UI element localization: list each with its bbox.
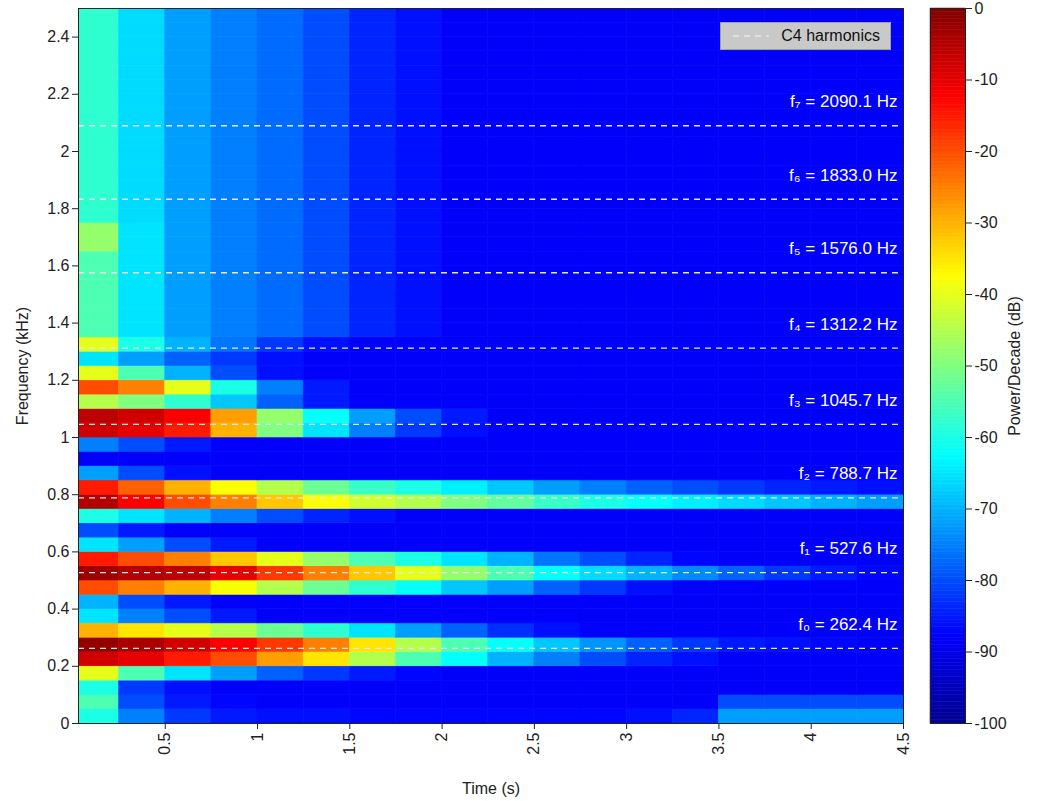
svg-text:f₂ = 788.7 Hz: f₂ = 788.7 Hz [799,464,898,483]
svg-text:4: 4 [802,732,819,741]
svg-text:3: 3 [618,732,635,741]
svg-text:Power/Decade (dB): Power/Decade (dB) [1006,296,1023,436]
html-text:C4 harmonics: C4 harmonics [781,27,880,44]
svg-text:0.8: 0.8 [47,486,69,503]
svg-text:1: 1 [61,429,70,446]
svg-text:-40: -40 [975,286,998,303]
svg-text:0.6: 0.6 [47,543,69,560]
svg-text:3.5: 3.5 [710,732,727,754]
svg-text:1.8: 1.8 [47,200,69,217]
svg-text:-70: -70 [975,500,998,517]
svg-text:-80: -80 [975,572,998,589]
svg-text:1.5: 1.5 [341,732,358,754]
svg-text:0.4: 0.4 [47,600,69,617]
svg-text:4.5: 4.5 [895,732,912,754]
svg-text:-90: -90 [975,643,998,660]
svg-text:f₆ = 1833.0 Hz: f₆ = 1833.0 Hz [789,166,897,185]
svg-text:-10: -10 [975,71,998,88]
svg-text:2: 2 [61,143,70,160]
svg-text:0.5: 0.5 [156,732,173,754]
svg-text:2: 2 [433,732,450,741]
svg-text:1.6: 1.6 [47,257,69,274]
svg-text:f₅ = 1576.0 Hz: f₅ = 1576.0 Hz [789,239,897,258]
svg-text:-60: -60 [975,429,998,446]
svg-text:0: 0 [61,715,70,732]
svg-text:f₃ = 1045.7 Hz: f₃ = 1045.7 Hz [789,391,898,410]
svg-text:f₇ = 2090.1 Hz: f₇ = 2090.1 Hz [790,92,897,111]
svg-text:f₁ = 527.6 Hz: f₁ = 527.6 Hz [800,539,898,558]
svg-text:Frequency (kHz): Frequency (kHz) [14,307,31,425]
svg-text:2.4: 2.4 [47,28,69,45]
svg-text:1.2: 1.2 [47,371,69,388]
svg-text:-30: -30 [975,214,998,231]
svg-text:1: 1 [249,732,266,741]
svg-text:0: 0 [975,0,984,17]
svg-text:-50: -50 [975,357,998,374]
svg-text:2.2: 2.2 [47,85,69,102]
svg-text:1.4: 1.4 [47,314,69,331]
svg-text:f₀ = 262.4 Hz: f₀ = 262.4 Hz [798,615,897,634]
svg-text:Time (s): Time (s) [462,780,520,797]
svg-text:2.5: 2.5 [525,732,542,754]
svg-text:-100: -100 [975,715,1007,732]
svg-text:-20: -20 [975,143,998,160]
svg-text:f₄ = 1312.2 Hz: f₄ = 1312.2 Hz [789,315,898,334]
svg-text:0.2: 0.2 [47,657,69,674]
